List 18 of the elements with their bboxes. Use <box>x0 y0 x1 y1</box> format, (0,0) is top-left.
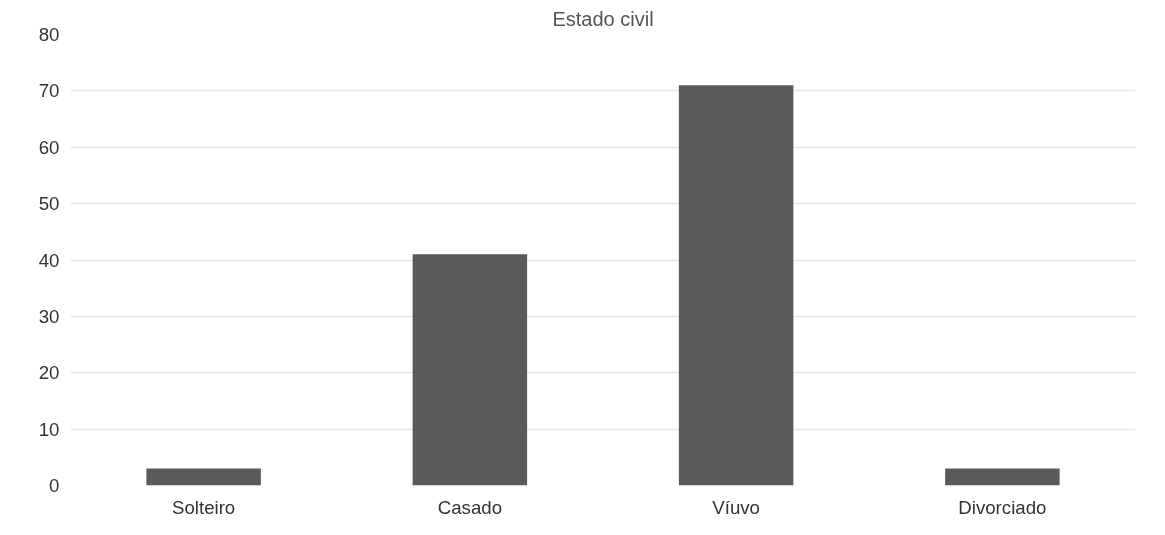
chart-title: Estado civil <box>552 7 654 30</box>
x-tick-label: Solteiro <box>172 496 236 518</box>
bar <box>945 468 1060 486</box>
y-tick-label: 0 <box>49 475 60 496</box>
y-tick-label: 40 <box>38 249 60 271</box>
y-tick-label: 70 <box>38 80 60 102</box>
bar <box>412 254 528 486</box>
x-tick-label: Divorciado <box>958 496 1047 518</box>
x-tick-label: Casado <box>437 496 503 518</box>
y-tick-label: 10 <box>38 418 60 440</box>
y-tick-label: 80 <box>38 24 60 45</box>
bar <box>146 468 261 486</box>
y-tick-label: 60 <box>38 136 60 158</box>
y-tick-label: 30 <box>38 305 60 327</box>
x-tick-label: Víuvo <box>712 496 760 518</box>
y-tick-label: 50 <box>38 193 60 215</box>
bar <box>678 85 794 486</box>
y-tick-label: 20 <box>38 362 60 384</box>
